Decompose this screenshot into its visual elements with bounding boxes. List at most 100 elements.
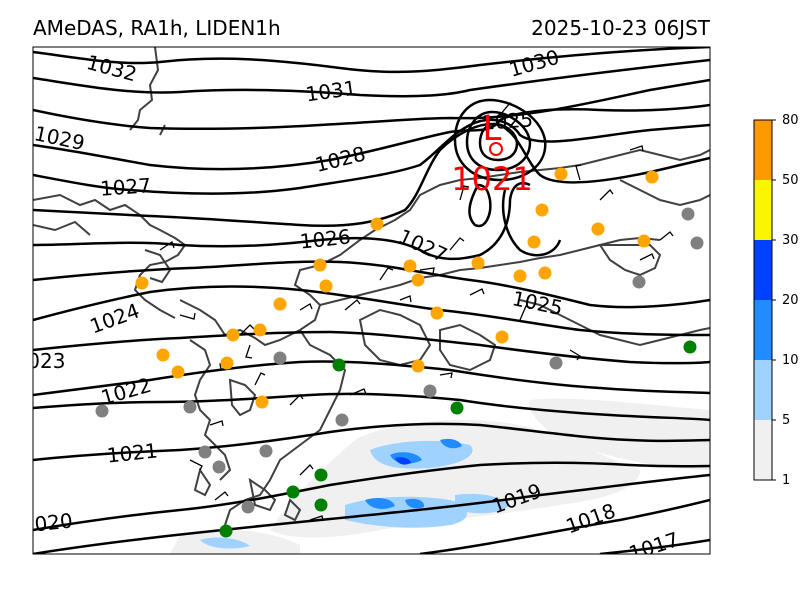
low-pressure-center: L 1021 (451, 109, 532, 198)
wind-barb (439, 372, 453, 379)
isobar (33, 260, 710, 309)
rain-area-heavy (365, 498, 395, 509)
station-marker (632, 275, 646, 289)
station-layer (95, 167, 704, 538)
station-marker (690, 236, 704, 250)
isobar-label: 1023 (15, 349, 66, 373)
wind-barb (245, 344, 253, 359)
station-marker (273, 297, 287, 311)
station-marker (403, 259, 417, 273)
coastline (129, 47, 160, 131)
colorbar-segment (754, 180, 772, 240)
isobar (453, 98, 547, 182)
wind-barb (344, 299, 361, 311)
wind-barb (459, 185, 470, 201)
rain-area-heavy (405, 498, 425, 509)
isobar (478, 122, 519, 162)
wind-barb (179, 312, 196, 320)
colorbar-tick-label: 10 (782, 353, 799, 368)
isobar (33, 285, 710, 337)
wind-barb (289, 394, 304, 406)
isobar (33, 422, 710, 462)
station-marker (95, 404, 109, 418)
isobar (33, 330, 710, 365)
coastline (159, 124, 166, 136)
station-marker (332, 358, 346, 372)
isobar (468, 183, 492, 228)
wind-barb (629, 145, 644, 152)
isobar (33, 473, 710, 554)
station-marker (198, 445, 212, 459)
colorbar-tick-label: 1 (782, 473, 791, 488)
coastline (358, 308, 432, 367)
colorbar-ticks (772, 119, 776, 481)
wind-barb (299, 464, 314, 476)
wind-barb (639, 253, 655, 261)
station-marker (637, 234, 651, 248)
station-marker (527, 235, 541, 249)
stations-green (219, 340, 697, 538)
colorbar-tick-label: 50 (782, 173, 799, 188)
isobar (33, 122, 710, 228)
wind-barb (299, 303, 313, 311)
wind-barb (189, 459, 203, 471)
coastline (439, 323, 497, 372)
isobar (33, 47, 710, 74)
wind-barb (309, 515, 324, 522)
station-marker (681, 207, 695, 221)
station-marker (253, 323, 267, 337)
station-marker (219, 524, 233, 538)
station-marker (156, 348, 170, 362)
colorbar-tick-label: 30 (782, 233, 799, 248)
stations-orange (135, 167, 659, 409)
coastline (193, 467, 212, 497)
coastline-layer (33, 47, 710, 526)
station-marker (591, 222, 605, 236)
station-marker (319, 279, 333, 293)
station-marker (255, 395, 269, 409)
isobar (33, 78, 710, 131)
wind-barb (659, 231, 674, 241)
map-title-right: 2025-10-23 06JST (531, 16, 710, 40)
isobar (501, 189, 562, 257)
colorbar-segment (754, 360, 772, 420)
station-marker (135, 276, 149, 290)
coastline (228, 378, 257, 417)
station-marker (259, 444, 273, 458)
wind-barb (399, 295, 412, 303)
wind-barb (349, 388, 367, 396)
isobar (33, 360, 710, 397)
station-marker (313, 258, 327, 272)
colorbar-segment (754, 420, 772, 480)
wind-barb (419, 267, 435, 275)
wind-barb (239, 324, 255, 336)
rain-area-moderate (200, 537, 250, 549)
wind-barb (499, 102, 515, 116)
station-marker (423, 384, 437, 398)
wind-barb (519, 305, 532, 321)
coastline (33, 193, 187, 319)
low-center-marker (489, 142, 503, 156)
low-pressure-value: 1021 (451, 160, 532, 198)
station-marker (286, 485, 300, 499)
low-symbol: L (483, 109, 502, 149)
isobar (33, 58, 710, 98)
station-marker (538, 266, 552, 280)
station-marker (450, 401, 464, 415)
colorbar (753, 119, 776, 481)
wind-barb (469, 288, 485, 296)
station-marker (495, 330, 509, 344)
isobar (33, 461, 710, 532)
station-marker (535, 203, 549, 217)
colorbar-tick-label: 5 (782, 413, 791, 428)
station-marker (171, 365, 185, 379)
station-marker (226, 328, 240, 342)
map-frame (32, 46, 711, 555)
wind-barb (599, 189, 614, 201)
isobar (33, 118, 710, 195)
station-marker (370, 217, 384, 231)
isobar-label: 1026 (299, 224, 352, 253)
station-marker (471, 256, 485, 270)
isobar-label: 1025 (481, 107, 533, 134)
